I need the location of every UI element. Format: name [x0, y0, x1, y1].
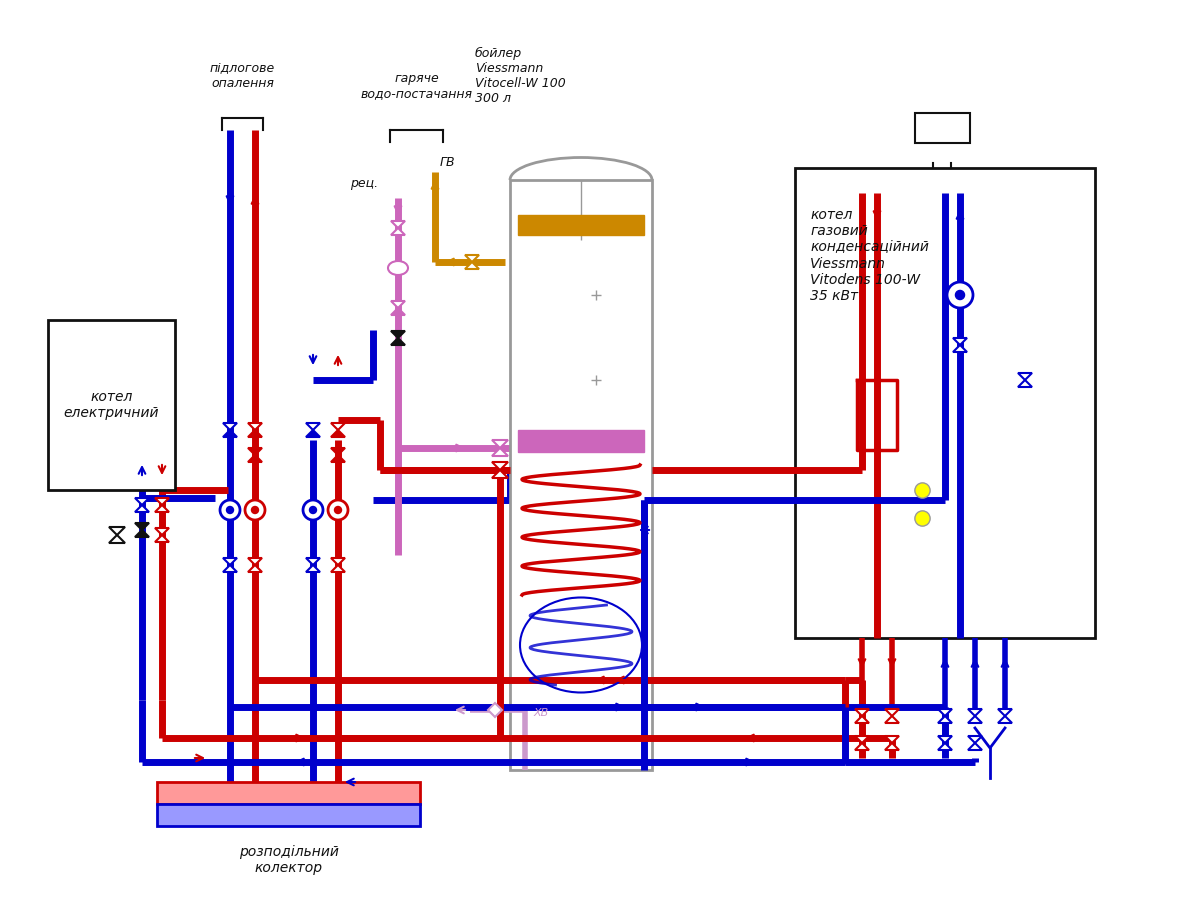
Polygon shape — [968, 716, 982, 723]
Polygon shape — [968, 743, 982, 750]
Polygon shape — [134, 505, 149, 512]
Bar — [48, 320, 175, 490]
Polygon shape — [854, 716, 869, 723]
Polygon shape — [248, 448, 262, 455]
Polygon shape — [331, 423, 346, 430]
Polygon shape — [109, 527, 125, 535]
Polygon shape — [155, 505, 169, 512]
Polygon shape — [1018, 373, 1032, 380]
Polygon shape — [248, 558, 262, 565]
Polygon shape — [391, 338, 406, 345]
Polygon shape — [938, 743, 952, 750]
Polygon shape — [492, 470, 508, 478]
Polygon shape — [306, 565, 320, 572]
Bar — [510, 180, 652, 770]
Polygon shape — [854, 709, 869, 716]
Polygon shape — [488, 703, 502, 717]
Polygon shape — [968, 709, 982, 716]
Polygon shape — [306, 558, 320, 565]
Circle shape — [245, 500, 265, 520]
Polygon shape — [886, 743, 899, 750]
Polygon shape — [953, 338, 967, 345]
Polygon shape — [886, 716, 899, 723]
Text: бойлер
Viessmann
Vitocell-W 100
300 л: бойлер Viessmann Vitocell-W 100 300 л — [475, 47, 565, 105]
Bar — [916, 113, 970, 143]
Polygon shape — [134, 498, 149, 505]
Polygon shape — [466, 255, 479, 262]
Polygon shape — [938, 736, 952, 743]
Polygon shape — [391, 301, 406, 308]
Polygon shape — [391, 228, 406, 235]
Polygon shape — [886, 709, 899, 716]
Polygon shape — [155, 528, 169, 535]
Polygon shape — [1018, 380, 1032, 387]
Polygon shape — [391, 331, 406, 338]
Polygon shape — [248, 565, 262, 572]
Circle shape — [335, 506, 342, 514]
Bar — [518, 215, 644, 235]
Circle shape — [302, 500, 323, 520]
Polygon shape — [492, 448, 508, 456]
Polygon shape — [492, 462, 508, 470]
Polygon shape — [953, 345, 967, 352]
Polygon shape — [492, 440, 508, 448]
Circle shape — [220, 500, 240, 520]
Circle shape — [252, 506, 258, 514]
Text: котел
газовий
конденсаційний
Viessmann
Vitodens 100-W
35 кВт: котел газовий конденсаційний Viessmann V… — [810, 208, 929, 303]
Polygon shape — [155, 498, 169, 505]
Circle shape — [955, 290, 965, 300]
Ellipse shape — [388, 261, 408, 275]
Text: гаряче
водо-постачання: гаряче водо-постачання — [360, 72, 473, 100]
Polygon shape — [998, 709, 1012, 716]
Polygon shape — [134, 523, 149, 530]
Polygon shape — [466, 262, 479, 269]
Text: розподільний
колектор: розподільний колектор — [239, 845, 338, 875]
Polygon shape — [968, 736, 982, 743]
Circle shape — [328, 500, 348, 520]
Polygon shape — [306, 423, 320, 430]
Polygon shape — [391, 221, 406, 228]
Polygon shape — [155, 535, 169, 542]
Polygon shape — [854, 736, 869, 743]
Polygon shape — [306, 430, 320, 437]
Bar — [157, 804, 420, 826]
Bar — [796, 168, 1096, 638]
Circle shape — [227, 506, 234, 514]
Circle shape — [310, 506, 317, 514]
Polygon shape — [134, 530, 149, 537]
Text: ГВ: ГВ — [440, 155, 456, 168]
Bar — [518, 430, 644, 452]
Polygon shape — [248, 423, 262, 430]
Polygon shape — [109, 535, 125, 543]
Polygon shape — [223, 423, 238, 430]
Polygon shape — [223, 430, 238, 437]
Polygon shape — [331, 448, 346, 455]
Polygon shape — [223, 565, 238, 572]
Polygon shape — [331, 565, 346, 572]
Bar — [157, 782, 420, 804]
Polygon shape — [938, 709, 952, 716]
Polygon shape — [854, 743, 869, 750]
Polygon shape — [331, 558, 346, 565]
Text: ХВ: ХВ — [533, 708, 548, 718]
Polygon shape — [331, 430, 346, 437]
Circle shape — [947, 282, 973, 308]
Polygon shape — [391, 308, 406, 315]
Polygon shape — [331, 455, 346, 462]
Polygon shape — [998, 716, 1012, 723]
Text: підлогове
опалення: підлогове опалення — [210, 62, 275, 90]
Polygon shape — [223, 558, 238, 565]
Polygon shape — [248, 430, 262, 437]
Text: рец.: рец. — [350, 176, 378, 189]
Polygon shape — [886, 736, 899, 743]
Text: котел
електричний: котел електричний — [64, 390, 160, 420]
Polygon shape — [248, 455, 262, 462]
Polygon shape — [938, 716, 952, 723]
